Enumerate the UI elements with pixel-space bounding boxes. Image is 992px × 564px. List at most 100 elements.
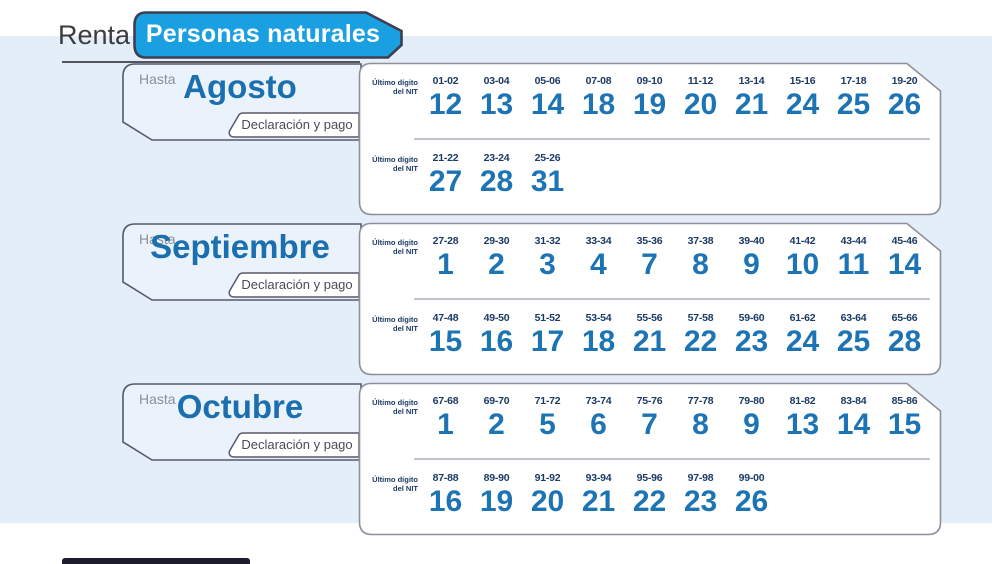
header-connector-line <box>62 61 360 63</box>
personas-naturales-tab-shape[interactable] <box>133 11 403 59</box>
due-day: 15 <box>428 325 463 358</box>
nit-row: Último dígito del NIT 21-22 27 23-24 28 25-26 3… <box>358 139 942 216</box>
nit-range: 31-32 <box>534 235 561 247</box>
nit-column: 69-70 2 <box>471 382 522 459</box>
nit-column: 47-48 15 <box>420 299 471 376</box>
nit-range: 25-26 <box>534 152 561 164</box>
nit-row: Último dígito del NIT 01-02 12 03-04 13 05-06 1… <box>358 62 942 139</box>
nit-range: 59-60 <box>738 312 765 324</box>
ultimo-digito-line1: Último dígito <box>372 315 418 324</box>
nit-column: 17-18 25 <box>828 62 879 139</box>
nit-range: 21-22 <box>432 152 459 164</box>
month-name: Octubre <box>176 388 304 425</box>
due-day: 6 <box>590 408 607 441</box>
nit-range: 79-80 <box>738 395 765 407</box>
nit-column: 65-66 28 <box>879 299 930 376</box>
nit-column: 51-52 17 <box>522 299 573 376</box>
nit-range: 83-84 <box>840 395 867 407</box>
nit-range: 51-52 <box>534 312 561 324</box>
declaracion-pago-tab-shape <box>228 272 360 298</box>
month-name: Agosto <box>183 68 297 105</box>
due-day: 25 <box>836 325 871 358</box>
nit-range: 89-90 <box>483 472 510 484</box>
due-day: 14 <box>836 408 871 441</box>
nit-column: 45-46 14 <box>879 222 930 299</box>
nit-range: 27-28 <box>432 235 459 247</box>
nit-column: 43-44 11 <box>828 222 879 299</box>
due-day: 21 <box>581 485 616 518</box>
ultimo-digito-line2: del NIT <box>392 164 418 173</box>
nit-range: 33-34 <box>585 235 612 247</box>
nit-range: 13-14 <box>738 75 765 87</box>
nit-range: 99-00 <box>738 472 765 484</box>
nit-range: 81-82 <box>789 395 816 407</box>
nit-range: 57-58 <box>687 312 714 324</box>
due-day: 17 <box>530 325 565 358</box>
nit-range: 09-10 <box>636 75 663 87</box>
ultimo-digito-line2: del NIT <box>392 324 418 333</box>
due-day: 11 <box>837 248 870 281</box>
nit-column: 29-30 2 <box>471 222 522 299</box>
ultimo-digito-del-nit-label: Último dígito del NIT <box>368 459 418 536</box>
due-day: 10 <box>785 248 820 281</box>
nit-column: 13-14 21 <box>726 62 777 139</box>
nit-range: 91-92 <box>534 472 561 484</box>
due-day: 3 <box>539 248 556 281</box>
nit-range: 49-50 <box>483 312 510 324</box>
nit-column: 71-72 5 <box>522 382 573 459</box>
nit-range: 95-96 <box>636 472 663 484</box>
due-day: 20 <box>530 485 565 518</box>
nit-column: 15-16 24 <box>777 62 828 139</box>
nit-range: 53-54 <box>585 312 612 324</box>
nit-column: 53-54 18 <box>573 299 624 376</box>
ultimo-digito-line2: del NIT <box>392 87 418 96</box>
nit-range: 85-86 <box>891 395 918 407</box>
due-day: 24 <box>785 325 820 358</box>
due-day: 22 <box>683 325 718 358</box>
due-day: 18 <box>581 88 616 121</box>
due-day: 21 <box>734 88 769 121</box>
nit-column: 19-20 26 <box>879 62 930 139</box>
declaracion-pago-label: Declaración y pago <box>241 437 353 452</box>
nit-column: 09-10 19 <box>624 62 675 139</box>
nit-range: 71-72 <box>534 395 561 407</box>
nit-column: 95-96 22 <box>624 459 675 536</box>
nit-row: Último dígito del NIT 67-68 1 69-70 2 71-72 5 73… <box>358 382 942 459</box>
nit-range: 63-64 <box>840 312 867 324</box>
nit-range: 17-18 <box>840 75 867 87</box>
nit-column: 49-50 16 <box>471 299 522 376</box>
due-day: 26 <box>734 485 769 518</box>
schedule-card-shape <box>358 222 942 376</box>
due-day: 28 <box>479 165 514 198</box>
due-day: 13 <box>785 408 820 441</box>
ultimo-digito-line2: del NIT <box>392 484 418 493</box>
due-day: 12 <box>428 88 463 121</box>
nit-column: 11-12 20 <box>675 62 726 139</box>
nit-range: 35-36 <box>636 235 663 247</box>
personas-naturales-tab-label[interactable]: Personas naturales <box>145 20 381 48</box>
due-day: 1 <box>437 248 454 281</box>
due-day: 9 <box>743 248 760 281</box>
nit-column: 35-36 7 <box>624 222 675 299</box>
nit-range: 93-94 <box>585 472 612 484</box>
due-day: 14 <box>530 88 565 121</box>
ultimo-digito-del-nit-label: Último dígito del NIT <box>368 62 418 139</box>
nit-column: 75-76 7 <box>624 382 675 459</box>
nit-range: 37-38 <box>687 235 714 247</box>
nit-range: 29-30 <box>483 235 510 247</box>
due-day: 14 <box>887 248 922 281</box>
nit-range: 07-08 <box>585 75 612 87</box>
due-day: 27 <box>428 165 463 198</box>
due-day: 23 <box>683 485 718 518</box>
due-day: 8 <box>692 248 709 281</box>
nit-column: 79-80 9 <box>726 382 777 459</box>
due-day: 22 <box>632 485 667 518</box>
nit-range: 45-46 <box>891 235 918 247</box>
nit-column: 27-28 1 <box>420 222 471 299</box>
due-day: 19 <box>632 88 667 121</box>
ultimo-digito-line1: Último dígito <box>372 238 418 247</box>
nit-column: 05-06 14 <box>522 62 573 139</box>
due-day: 7 <box>641 408 658 441</box>
nit-range: 55-56 <box>636 312 663 324</box>
nit-range: 05-06 <box>534 75 561 87</box>
